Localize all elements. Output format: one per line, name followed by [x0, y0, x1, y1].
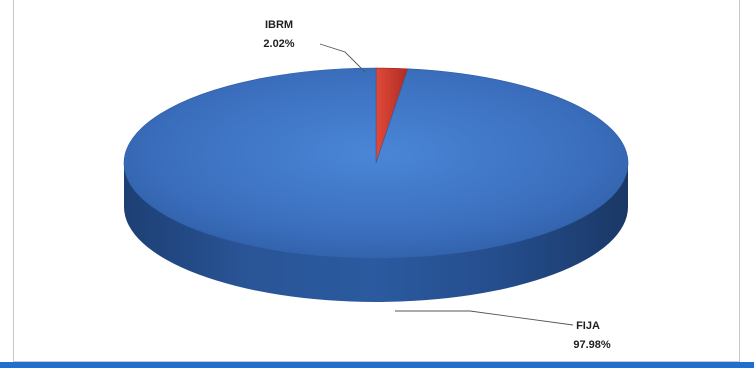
slice-percent-ibrm: 2.02%: [263, 38, 294, 50]
slice-label-fija: FIJA: [576, 320, 600, 332]
slice-percent-fija: 97.98%: [573, 339, 611, 351]
leader-line-fija: [395, 310, 574, 326]
pie-side-fill: [124, 163, 628, 302]
pie-labels: IBRM 2.02% FIJA 97.98%: [263, 19, 610, 351]
pie-slice-fija: [123, 67, 629, 259]
pie-top-face: [123, 67, 629, 259]
leader-line-ibrm: [319, 43, 366, 73]
slice-label-ibrm: IBRM: [265, 19, 293, 31]
bottom-accent-bar: [0, 362, 754, 368]
pie-side-wall: [124, 163, 628, 302]
